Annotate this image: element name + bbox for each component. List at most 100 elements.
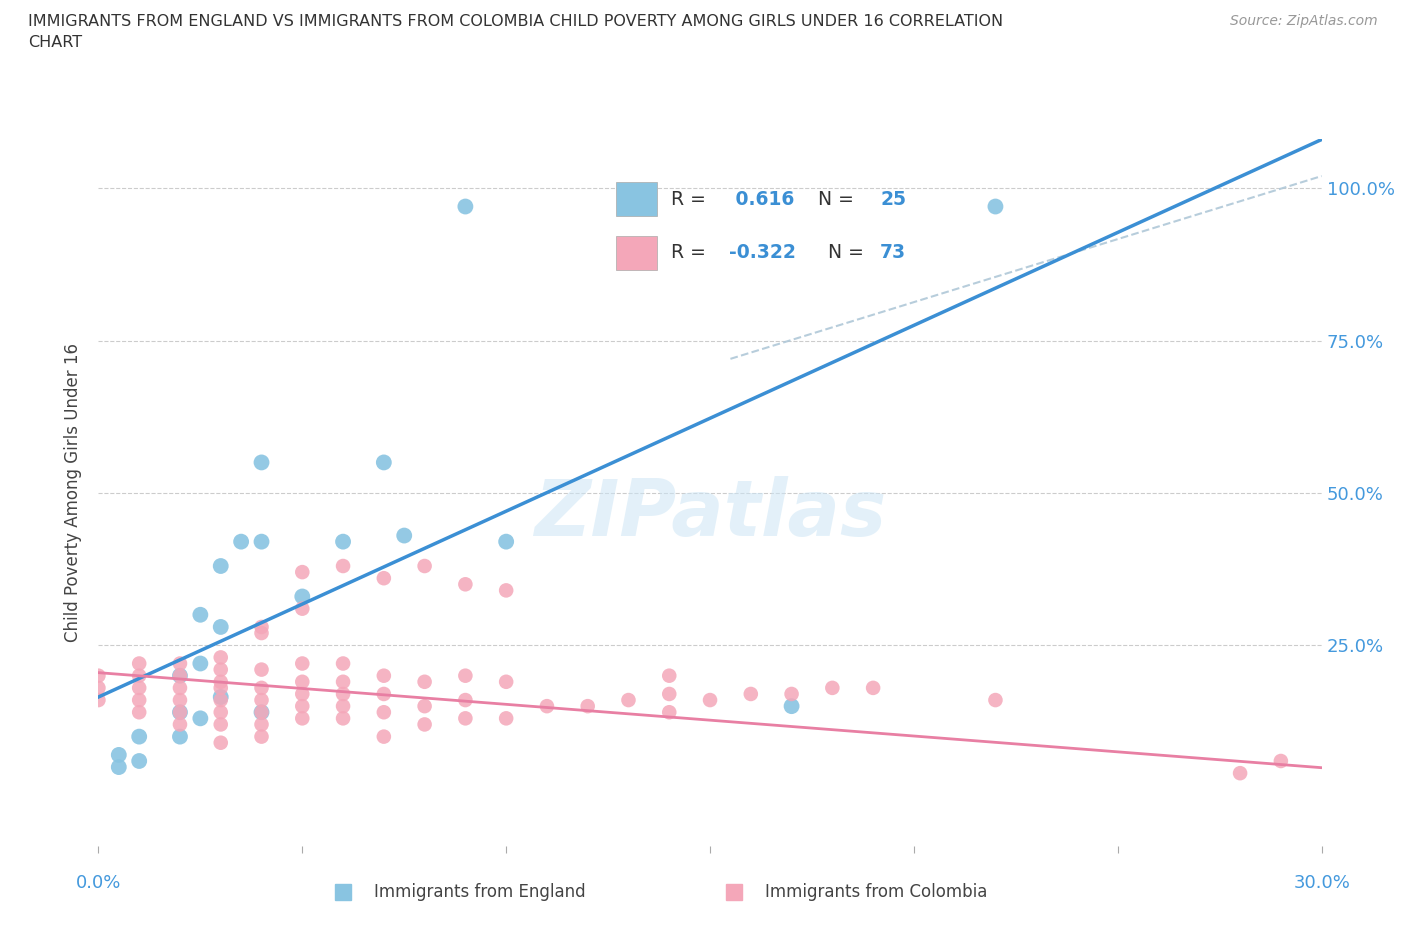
Point <box>188 711 212 725</box>
Point <box>291 601 314 616</box>
Point <box>209 693 232 708</box>
Point <box>250 681 273 696</box>
Point <box>413 698 436 713</box>
Text: ZIPatlas: ZIPatlas <box>534 476 886 552</box>
Point <box>169 705 191 720</box>
Point <box>188 656 212 671</box>
Point <box>495 711 517 725</box>
Text: Immigrants from Colombia: Immigrants from Colombia <box>765 884 987 901</box>
Point <box>250 626 273 641</box>
Point <box>780 686 803 701</box>
Text: CHART: CHART <box>28 35 82 50</box>
Point <box>250 619 273 634</box>
Point <box>454 711 477 725</box>
Point <box>740 686 762 701</box>
Point <box>231 534 253 549</box>
Point <box>188 607 212 622</box>
Point <box>495 674 517 689</box>
Point <box>373 686 395 701</box>
Y-axis label: Child Poverty Among Girls Under 16: Child Poverty Among Girls Under 16 <box>65 343 83 643</box>
Point <box>332 656 354 671</box>
Point <box>169 669 191 684</box>
Point <box>658 669 681 684</box>
Text: 30.0%: 30.0% <box>1294 873 1350 892</box>
Point <box>250 717 273 732</box>
Point <box>617 693 640 708</box>
Point <box>250 662 273 677</box>
Point <box>332 686 354 701</box>
Point <box>209 736 232 751</box>
Point <box>250 455 273 470</box>
Point <box>128 681 150 696</box>
Point <box>454 577 477 591</box>
Point <box>209 662 232 677</box>
Point <box>373 729 395 744</box>
Point <box>108 748 131 763</box>
Point <box>658 686 681 701</box>
Point <box>169 669 191 684</box>
Point <box>169 693 191 708</box>
Point <box>250 705 273 720</box>
Point <box>209 681 232 696</box>
Point <box>209 689 232 704</box>
Point <box>169 705 191 720</box>
Point <box>169 681 191 696</box>
Point <box>392 528 416 543</box>
Point <box>128 656 150 671</box>
Point <box>169 717 191 732</box>
Point <box>87 693 110 708</box>
Point <box>291 589 314 604</box>
Point <box>128 729 150 744</box>
Point <box>291 711 314 725</box>
Point <box>984 693 1007 708</box>
Point <box>209 559 232 574</box>
Point <box>87 681 110 696</box>
Point <box>209 650 232 665</box>
Text: Source: ZipAtlas.com: Source: ZipAtlas.com <box>1230 14 1378 28</box>
Point <box>250 693 273 708</box>
Text: IMMIGRANTS FROM ENGLAND VS IMMIGRANTS FROM COLOMBIA CHILD POVERTY AMONG GIRLS UN: IMMIGRANTS FROM ENGLAND VS IMMIGRANTS FR… <box>28 14 1004 29</box>
Point <box>291 674 314 689</box>
Point <box>821 681 844 696</box>
Point <box>209 674 232 689</box>
Point <box>413 559 436 574</box>
Point <box>536 698 558 713</box>
Text: Immigrants from England: Immigrants from England <box>374 884 585 901</box>
Point <box>780 698 803 713</box>
Point <box>87 669 110 684</box>
Point <box>209 705 232 720</box>
Point <box>699 693 721 708</box>
Point <box>128 753 150 768</box>
Point <box>373 669 395 684</box>
Point <box>108 760 131 775</box>
Point <box>332 534 354 549</box>
Point <box>454 693 477 708</box>
Point <box>209 717 232 732</box>
Point <box>413 674 436 689</box>
Point <box>209 619 232 634</box>
Point <box>454 199 477 214</box>
Point <box>169 656 191 671</box>
Point <box>495 583 517 598</box>
Point <box>291 565 314 579</box>
Point <box>291 698 314 713</box>
Point <box>576 698 599 713</box>
Point <box>495 534 517 549</box>
Point <box>128 705 150 720</box>
Point <box>373 705 395 720</box>
Point <box>169 729 191 744</box>
Point <box>373 455 395 470</box>
Point <box>1270 753 1292 768</box>
Point <box>1229 765 1251 780</box>
Text: 0.0%: 0.0% <box>76 873 121 892</box>
Point <box>291 656 314 671</box>
Point <box>373 571 395 586</box>
Point <box>332 559 354 574</box>
Point <box>862 681 884 696</box>
Point <box>128 669 150 684</box>
Point <box>413 717 436 732</box>
Point <box>291 686 314 701</box>
Point <box>332 674 354 689</box>
Point <box>332 711 354 725</box>
Point <box>250 705 273 720</box>
